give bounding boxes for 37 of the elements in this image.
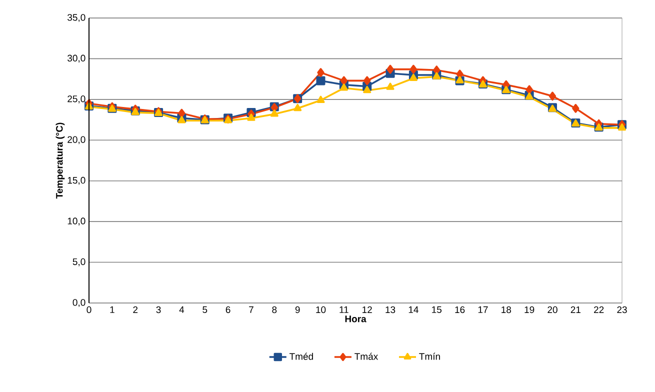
legend-label: Tméd [290,352,313,360]
x-tick-label: 17 [478,306,488,313]
y-tick-label: 5,0 [72,258,86,266]
y-tick-label: 30,0 [68,54,86,63]
x-tick-label: 6 [226,306,230,314]
y-axis-title: Temperatura (°C) [56,122,65,199]
x-axis-title: Hora [345,316,366,322]
x-tick-label: 5 [202,306,208,313]
x-tick-label: 2 [133,306,138,313]
y-tick-label: 10,0 [68,218,86,226]
x-tick-label: 10 [316,306,326,314]
y-tick-label: 15,0 [68,176,86,185]
legend-label: Tmín [419,352,440,360]
y-tick-label: 35,0 [68,14,86,22]
x-tick-label: 13 [386,306,396,314]
y-tick-label: 25,0 [68,95,86,104]
x-tick-label: 8 [272,306,277,314]
x-tick-label: 23 [617,306,627,314]
y-tick-label: 20,0 [68,136,86,144]
x-tick-label: 0 [86,306,92,314]
legend-label: Tmáx [354,352,378,360]
y-tick-label: 0,0 [72,299,86,307]
x-tick-label: 20 [548,306,558,314]
x-tick-label: 4 [179,306,184,313]
x-tick-label: 22 [594,306,604,313]
x-tick-label: 9 [295,306,300,314]
x-tick-label: 15 [432,306,442,313]
x-tick-label: 19 [524,306,534,314]
x-tick-label: 18 [502,306,512,314]
x-tick-label: 7 [249,306,254,313]
x-tick-label: 11 [340,306,348,313]
x-tick-label: 1 [110,306,114,313]
x-tick-label: 21 [570,306,580,313]
x-tick-label: 3 [156,306,161,314]
x-tick-label: 16 [455,306,465,314]
x-tick-label: 14 [408,306,418,313]
x-tick-label: 12 [362,306,372,313]
